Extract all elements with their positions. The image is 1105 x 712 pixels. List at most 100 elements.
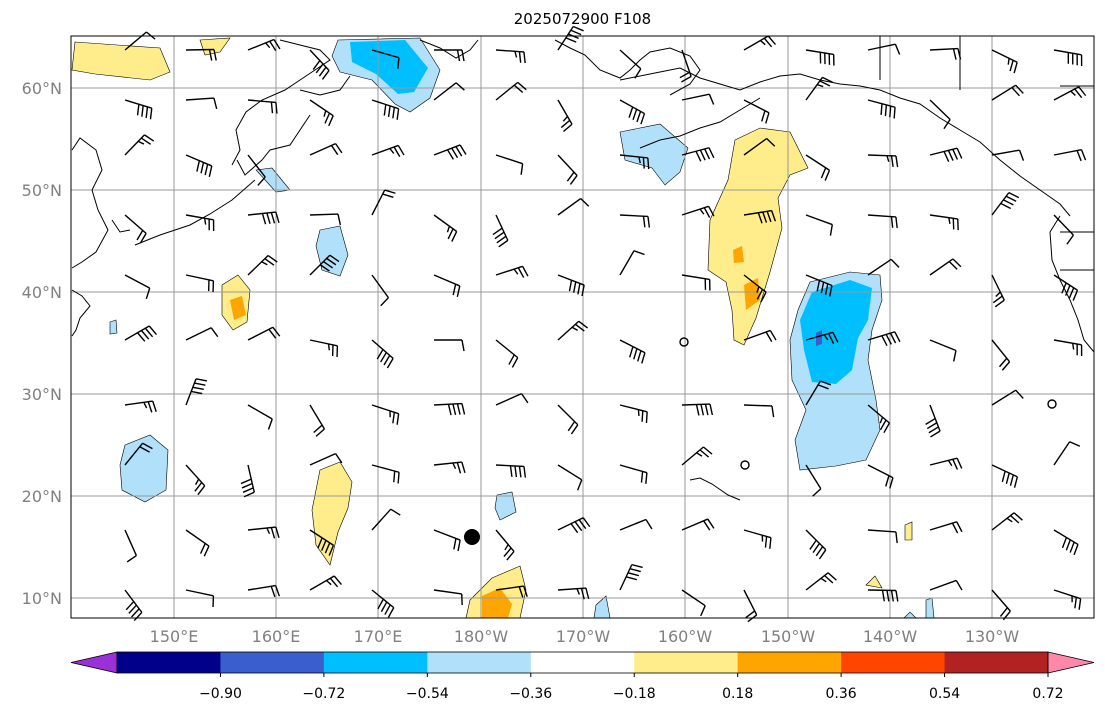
wind-barb	[309, 99, 334, 127]
colorbar-tick-label: −0.72	[302, 686, 345, 702]
negative-anomaly-small-7	[925, 597, 935, 619]
wind-barb	[495, 529, 515, 561]
wind-barb	[124, 529, 138, 563]
wind-barb	[247, 154, 266, 186]
lon-label: 150°E	[150, 627, 199, 646]
negative-anomaly-small-2	[315, 225, 349, 277]
lat-label: 20°N	[22, 487, 62, 506]
wind-barb	[557, 517, 591, 534]
wind-barb	[433, 461, 466, 474]
strong-negative-bering	[350, 40, 428, 94]
lon-label: 160°E	[252, 627, 301, 646]
wind-barb	[247, 254, 278, 276]
wind-barb	[309, 49, 330, 80]
wind-barb	[185, 378, 208, 406]
orange-anomaly-3	[230, 296, 246, 320]
wind-barb	[1053, 529, 1079, 556]
wind-barb	[929, 147, 963, 162]
wind-barb	[185, 589, 215, 608]
wind-barb	[619, 339, 646, 364]
colorbar-tick-label: 0.72	[1032, 686, 1063, 702]
wind-barb	[929, 457, 963, 470]
wind-barb	[557, 25, 584, 51]
wind-barb	[247, 99, 278, 114]
colorbar-tick-label: 0.54	[929, 686, 960, 702]
wind-barb	[124, 274, 151, 300]
wind-barb	[867, 214, 898, 229]
wind-barb	[743, 529, 772, 549]
wind-barb	[619, 518, 653, 531]
lat-label: 50°N	[22, 181, 62, 200]
wind-barb	[929, 579, 963, 591]
wind-barb	[867, 43, 901, 55]
wind-barb	[743, 274, 767, 303]
wind-barb	[371, 589, 395, 618]
wind-barb	[681, 518, 715, 531]
wind-barb	[743, 99, 770, 124]
wind-barb	[371, 339, 394, 369]
lon-label: 140°W	[863, 627, 918, 646]
latitude-labels: 60°N 50°N 40°N 30°N 20°N 10°N	[22, 79, 62, 608]
negative-anomaly-small-5	[109, 319, 118, 335]
wind-barb	[867, 404, 891, 434]
wind-barb	[557, 320, 589, 341]
lon-label: 170°W	[556, 627, 611, 646]
colorbar-segment	[634, 652, 739, 673]
wind-barb	[495, 154, 524, 175]
wind-barb	[557, 99, 573, 133]
wind-barb	[991, 389, 1024, 406]
wind-barb	[309, 404, 326, 437]
wind-barb	[1053, 274, 1079, 301]
wind-barb	[991, 192, 1020, 216]
wind-barb	[185, 97, 218, 110]
wind-barb	[185, 214, 215, 232]
wind-barb	[805, 572, 837, 591]
orange-anomaly-2	[744, 278, 760, 310]
wind-barb	[929, 258, 962, 276]
wind-barb	[185, 48, 217, 61]
wind-barb	[309, 452, 343, 466]
wind-barbs	[124, 25, 1087, 623]
wind-barb	[247, 326, 281, 341]
wind-barb	[743, 404, 775, 418]
lon-label: 150°W	[761, 627, 816, 646]
wind-barb	[124, 589, 143, 622]
wind-barb	[619, 154, 650, 170]
wind-barb	[805, 380, 832, 406]
wind-barb	[495, 81, 527, 101]
wind-barb	[991, 589, 1011, 621]
wind-barb	[991, 512, 1023, 531]
wind-barb	[1053, 86, 1087, 101]
wind-barb	[247, 404, 273, 430]
wind-barb	[433, 529, 461, 552]
coastlines	[71, 36, 1095, 501]
lon-label: 170°E	[354, 627, 403, 646]
wind-barb	[433, 144, 467, 160]
lat-lon-grid	[71, 36, 1094, 618]
wind-barb	[433, 82, 465, 101]
colorbar-tick-label: 0.36	[826, 686, 857, 702]
wind-barb	[1053, 49, 1083, 67]
colorbar-extend-low	[70, 651, 118, 674]
wind-barb	[124, 99, 153, 120]
wind-barb	[743, 329, 777, 342]
wind-barb	[991, 84, 1024, 101]
wind-barb	[1053, 441, 1081, 466]
lat-label: 60°N	[22, 79, 62, 98]
wind-barb	[309, 575, 343, 591]
wind-barb	[805, 274, 833, 297]
colorbar-segment	[841, 652, 946, 673]
wind-barb	[185, 327, 219, 341]
wind-barb	[681, 93, 715, 105]
wind-barb	[867, 99, 896, 119]
wind-barb	[433, 589, 463, 606]
wind-barb	[124, 325, 158, 342]
wind-barb	[867, 258, 900, 276]
lat-label: 30°N	[22, 385, 62, 404]
lat-label: 40°N	[22, 283, 62, 302]
wind-barb	[309, 142, 343, 156]
wind-barb	[991, 464, 1019, 488]
positive-anomaly-small-2	[865, 575, 883, 589]
negative-anomaly-small-4	[593, 595, 611, 619]
negative-anomaly-small-3	[494, 491, 517, 521]
